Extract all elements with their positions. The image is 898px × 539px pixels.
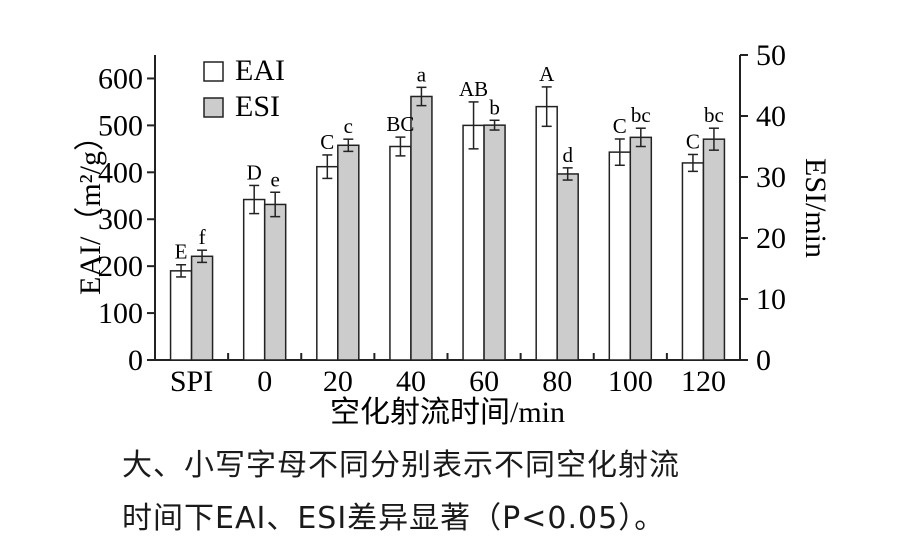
y-tick-label-left: 300 xyxy=(98,203,143,236)
significance-letter: E xyxy=(175,240,188,264)
significance-letter: bc xyxy=(704,103,724,127)
bar-eai xyxy=(681,162,705,361)
bar-eai xyxy=(389,145,412,361)
bar-eai xyxy=(316,165,339,361)
significance-letter: d xyxy=(562,143,573,167)
y-tick-label-left: 100 xyxy=(98,297,143,330)
bar-eai xyxy=(242,198,266,361)
y-tick-label-left: 400 xyxy=(98,156,143,189)
axes: 0 100 200 300 400 500 600 0 10 20 30 40 50 SPI 0 20 40 60… xyxy=(74,39,832,429)
bar-esi xyxy=(190,255,214,361)
bar-esi xyxy=(702,138,726,361)
bars xyxy=(169,86,726,361)
y-tick-label-right: 40 xyxy=(756,100,786,133)
x-tick-label: 60 xyxy=(469,365,499,398)
significance-letter: bc xyxy=(631,103,651,127)
x-tick-label: 0 xyxy=(257,365,272,398)
significance-letter: A xyxy=(539,62,555,86)
x-tick-label: 40 xyxy=(396,365,426,398)
y-tick-label-right: 30 xyxy=(756,161,786,194)
caption-line-2: 时间下EAI、ESI差异显著（P<0.05）。 xyxy=(122,501,666,536)
y-tick-label-right: 10 xyxy=(756,283,786,316)
y-tick-label-left: 600 xyxy=(98,62,143,95)
significance-letter: a xyxy=(417,62,427,86)
legend-swatch-esi xyxy=(203,97,224,118)
legend-swatch-eai xyxy=(203,61,224,82)
y-axis-title-left: EAI/（m²/g） xyxy=(74,121,107,295)
bar-esi xyxy=(629,136,653,361)
bar-esi xyxy=(263,203,287,361)
significance-letter: c xyxy=(344,114,353,138)
significance-letter: BC xyxy=(386,112,414,136)
legend-label-esi: ESI xyxy=(235,90,280,123)
significance-letter: f xyxy=(199,225,206,249)
chart: 0 100 200 300 400 500 600 0 10 20 30 40 50 SPI 0 20 40 60… xyxy=(74,39,832,429)
legend-label-eai: EAI xyxy=(235,54,285,87)
significance-letter: e xyxy=(271,167,280,191)
significance-letter: b xyxy=(489,95,500,119)
x-tick-label: 20 xyxy=(323,365,353,398)
x-tick-label: 120 xyxy=(681,365,726,398)
caption-line-1: 大、小写字母不同分别表示不同空化射流 xyxy=(122,448,680,483)
y-tick-label-left: 0 xyxy=(128,344,143,377)
x-tick-label: 80 xyxy=(542,365,572,398)
y-tick-label-right: 50 xyxy=(756,39,786,72)
x-axis-title: 空化射流时间/min xyxy=(330,396,565,429)
y-tick-label-right: 0 xyxy=(756,344,771,377)
labels: E D C BC AB A C Cf e c a b d bc bc xyxy=(175,62,724,264)
significance-letter: AB xyxy=(459,77,488,101)
bar-eai xyxy=(169,270,193,361)
y-tick-label-left: 500 xyxy=(98,109,143,142)
significance-letter: C xyxy=(686,129,700,153)
y-tick-label-right: 20 xyxy=(756,222,786,255)
bar-esi xyxy=(337,144,360,361)
bar-esi xyxy=(483,124,506,361)
significance-letter: C xyxy=(613,114,627,138)
bar-esi xyxy=(556,173,579,361)
x-tick-label: 100 xyxy=(608,365,653,398)
x-tick-label: SPI xyxy=(170,365,213,398)
significance-letter: C xyxy=(320,130,334,154)
bar-eai xyxy=(462,124,485,361)
bar-eai xyxy=(535,105,558,361)
bar-eai xyxy=(608,151,632,361)
significance-letter: D xyxy=(247,160,262,184)
y-axis-title-right: ESI/min xyxy=(799,158,832,258)
y-tick-label-left: 200 xyxy=(98,250,143,283)
